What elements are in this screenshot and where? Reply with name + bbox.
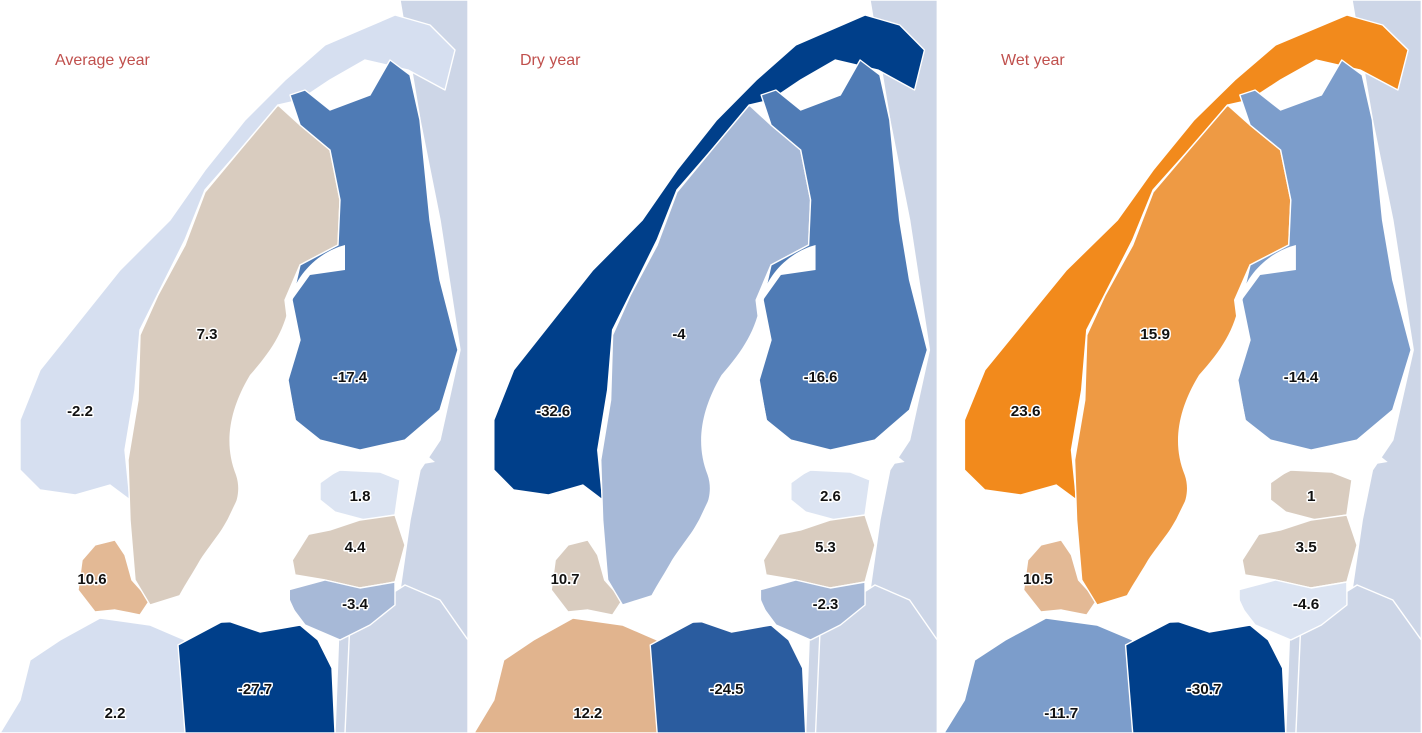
value-label-sweden: 15.9: [1140, 326, 1170, 343]
value-label-norway: 23.6: [1011, 403, 1041, 420]
region-finland: [1237, 59, 1412, 451]
value-label-latvia: 5.3: [815, 539, 836, 556]
region-lithuania: [287, 579, 396, 641]
region-poland: [1124, 619, 1287, 733]
value-label-denmark: 10.6: [77, 571, 106, 588]
value-label-poland: -24.5: [710, 681, 744, 698]
region-russia: [804, 0, 938, 733]
region-poland: [177, 619, 336, 733]
value-label-denmark: 10.5: [1023, 571, 1053, 588]
value-label-latvia: 3.5: [1295, 539, 1316, 556]
value-label-estonia: 2.6: [820, 488, 841, 505]
value-label-poland: -27.7: [238, 681, 272, 698]
value-label-germany: 12.2: [573, 705, 602, 722]
region-latvia: [289, 514, 406, 589]
value-label-finland: -16.6: [804, 369, 838, 386]
scenario-title: Dry year: [520, 52, 581, 69]
baltic-sea: [170, 245, 435, 626]
value-label-lithuania: -2.3: [813, 596, 839, 613]
region-poland: [649, 619, 807, 733]
region-germany: [0, 617, 191, 733]
value-label-norway: -2.2: [67, 403, 93, 420]
region-latvia: [760, 514, 876, 589]
map-panel-average-year: -2.2 7.3 -17.4 1.8 4.4 -3.4 10.6 2.2 -27.7 Avera…: [0, 0, 468, 733]
scenario-title: Average year: [55, 52, 150, 69]
region-lithuania: [758, 579, 866, 641]
value-label-poland: -30.7: [1187, 681, 1222, 698]
value-label-estonia: 1.8: [350, 488, 371, 505]
region-denmark: [1022, 539, 1098, 616]
region-germany: [474, 617, 663, 733]
value-label-latvia: 4.4: [345, 539, 367, 556]
baltic-sea: [642, 245, 905, 626]
value-label-sweden: -4: [672, 326, 686, 343]
map-panel-wet-year: 23.6 15.9 -14.4 1 3.5 -4.6 10.5 -11.7 -30.7 Wet …: [944, 0, 1422, 733]
value-label-norway: -32.6: [536, 403, 570, 420]
value-label-sweden: 7.3: [197, 326, 218, 343]
value-label-lithuania: -4.6: [1293, 596, 1319, 613]
region-germany: [944, 617, 1139, 733]
region-russia: [1284, 0, 1422, 733]
region-finland: [287, 59, 459, 451]
map-svg: -2.2 7.3 -17.4 1.8 4.4 -3.4 10.6 2.2 -27.7: [0, 0, 468, 733]
value-label-finland: -17.4: [333, 369, 368, 386]
value-label-denmark: 10.7: [551, 571, 580, 588]
region-denmark: [550, 539, 624, 616]
value-label-finland: -14.4: [1284, 369, 1319, 386]
scenario-title: Wet year: [1001, 52, 1065, 69]
value-label-germany: 2.2: [105, 705, 126, 722]
map-panel-dry-year: -32.6 -4 -16.6 2.6 5.3 -2.3 10.7 12.2 -24.5 Dry …: [474, 0, 938, 733]
value-label-germany: -11.7: [1044, 705, 1078, 722]
map-svg: 23.6 15.9 -14.4 1 3.5 -4.6 10.5 -11.7 -30.7: [944, 0, 1422, 733]
baltic-sea: [1117, 245, 1388, 626]
region-russia: [334, 0, 468, 733]
region-lithuania: [1237, 579, 1348, 641]
value-label-lithuania: -3.4: [342, 596, 369, 613]
map-svg: -32.6 -4 -16.6 2.6 5.3 -2.3 10.7 12.2 -24.5: [474, 0, 938, 733]
region-finland: [758, 59, 929, 451]
value-label-estonia: 1: [1307, 488, 1316, 505]
region-latvia: [1239, 514, 1358, 589]
region-denmark: [77, 539, 151, 616]
